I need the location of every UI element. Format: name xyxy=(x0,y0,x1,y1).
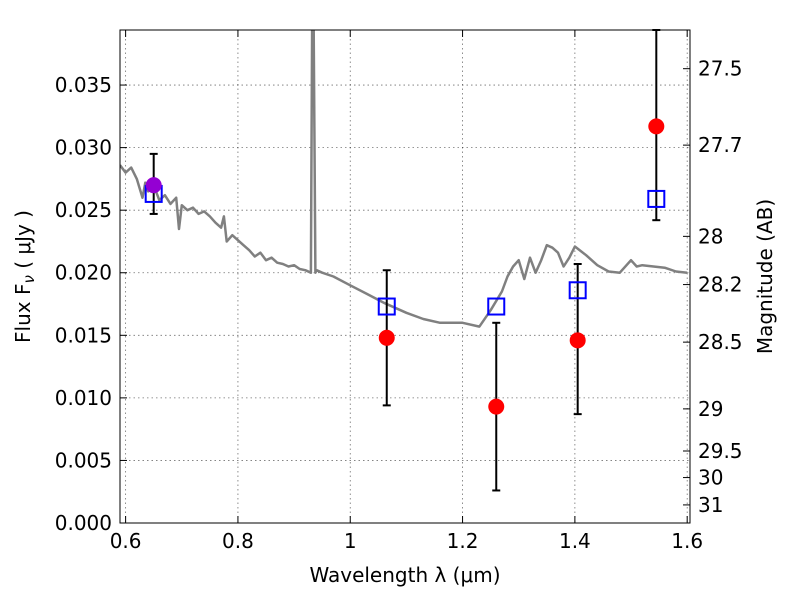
grid-layer xyxy=(120,30,690,524)
y-right-tick-label: 29.5 xyxy=(698,439,743,463)
model-point-marker xyxy=(568,281,587,300)
x-tick-label: 0.6 xyxy=(110,529,142,553)
x-axis-label: Wavelength λ (μm) xyxy=(309,563,500,587)
label-layer: Wavelength λ (μm) Flux Fν ( μJy ) Magnit… xyxy=(11,199,777,587)
y-right-tick-label: 30 xyxy=(698,466,723,490)
observed-point-marker xyxy=(648,118,665,135)
y-tick-label: 0.035 xyxy=(55,73,112,97)
model-spectrum-line xyxy=(120,30,688,328)
y-right-tick-label: 28.2 xyxy=(698,273,743,297)
y-tick-label: 0.015 xyxy=(55,323,112,347)
y-tick-label: 0.025 xyxy=(55,198,112,222)
y-axis-label-unit: ( μJy ) xyxy=(11,210,35,275)
y-tick-label: 0.005 xyxy=(55,448,112,472)
y-axis-label-sub: ν xyxy=(20,275,38,283)
model-point-marker xyxy=(647,189,666,208)
x-tick-label: 1.2 xyxy=(447,529,479,553)
observed-point-marker xyxy=(569,332,586,349)
y-right-tick-label: 27.7 xyxy=(698,133,743,157)
y-right-tick-label: 29 xyxy=(698,397,723,421)
y-tick-label: 0.010 xyxy=(55,386,112,410)
y-right-tick-label: 28.5 xyxy=(698,330,743,354)
plot-frame xyxy=(119,29,691,524)
y-axis-label: Flux Fν ( μJy ) xyxy=(11,210,38,343)
x-tick-label: 0.8 xyxy=(222,529,254,553)
observed-point-marker xyxy=(145,177,162,194)
observed-point-marker xyxy=(378,329,395,346)
y-right-tick-label: 31 xyxy=(698,493,723,517)
y-tick-label: 0.000 xyxy=(55,511,112,535)
x-tick-label: 1.4 xyxy=(559,529,591,553)
model-point-marker xyxy=(487,297,506,316)
plot-area xyxy=(120,30,688,328)
y-right-tick-label: 28 xyxy=(698,224,723,248)
x-tick-label: 1 xyxy=(344,529,357,553)
y-tick-label: 0.020 xyxy=(55,261,112,285)
plot-layer xyxy=(120,29,688,492)
x-tick-label: 1.6 xyxy=(671,529,703,553)
y-tick-label: 0.030 xyxy=(55,136,112,160)
y-axis-right-label: Magnitude (AB) xyxy=(753,199,777,354)
y-axis-label-main: Flux F xyxy=(11,284,35,343)
observed-point-marker xyxy=(488,398,505,415)
tick-layer: 0.6 0.8 1 1.2 1.4 1.6 0.000 0.005 0.010 0.015 0.02… xyxy=(55,30,743,553)
model-point-marker xyxy=(377,297,396,316)
y-right-tick-label: 27.5 xyxy=(698,57,743,81)
